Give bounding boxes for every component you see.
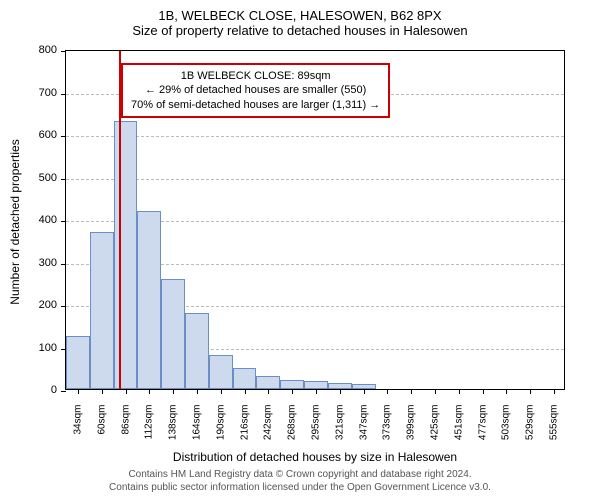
xtick-label: 86sqm [120,405,131,455]
xtick-mark [292,389,293,394]
xtick-mark [364,389,365,394]
page-subtitle: Size of property relative to detached ho… [0,23,600,38]
xtick-label: 242sqm [263,405,274,455]
xtick-label: 190sqm [215,405,226,455]
footer: Contains HM Land Registry data © Crown c… [0,468,600,494]
histogram-bar [185,313,209,390]
ytick-mark [61,391,66,392]
ytick-label: 0 [17,384,57,396]
histogram-bar [233,368,257,389]
annotation-line: 1B WELBECK CLOSE: 89sqm [131,69,380,83]
ytick-label: 400 [17,214,57,226]
histogram-bar [66,336,90,389]
ytick-mark [61,179,66,180]
xtick-label: 295sqm [311,405,322,455]
xtick-mark [554,389,555,394]
ytick-mark [61,264,66,265]
xtick-mark [340,389,341,394]
histogram-bar [90,232,114,389]
xtick-label: 425sqm [430,405,441,455]
histogram-bar [209,355,233,389]
ytick-mark [61,94,66,95]
ytick-label: 500 [17,172,57,184]
ytick-mark [61,51,66,52]
xtick-label: 503sqm [501,405,512,455]
annotation-line: 70% of semi-detached houses are larger (… [131,98,380,112]
chart-container: 34sqm60sqm86sqm112sqm138sqm164sqm190sqm2… [65,50,565,390]
xtick-mark [245,389,246,394]
xtick-mark [173,389,174,394]
xtick-label: 164sqm [191,405,202,455]
xtick-label: 347sqm [358,405,369,455]
histogram-bar [137,211,161,390]
ytick-mark [61,221,66,222]
xtick-mark [483,389,484,394]
xtick-mark [126,389,127,394]
gridline [66,136,564,137]
xtick-label: 477sqm [477,405,488,455]
xtick-label: 555sqm [549,405,560,455]
header: 1B, WELBECK CLOSE, HALESOWEN, B62 8PX Si… [0,0,600,38]
histogram-bar [256,376,280,389]
xtick-label: 321sqm [334,405,345,455]
gridline [66,179,564,180]
footer-line-1: Contains HM Land Registry data © Crown c… [0,468,600,481]
ytick-label: 300 [17,257,57,269]
xtick-mark [387,389,388,394]
xtick-mark [411,389,412,394]
annotation-box: 1B WELBECK CLOSE: 89sqm← 29% of detached… [121,63,390,118]
xtick-mark [78,389,79,394]
xtick-mark [435,389,436,394]
histogram-bar [161,279,185,390]
x-axis-title: Distribution of detached houses by size … [65,450,565,464]
ytick-label: 600 [17,129,57,141]
histogram-bar [304,381,328,389]
xtick-label: 216sqm [239,405,250,455]
xtick-label: 399sqm [406,405,417,455]
xtick-mark [530,389,531,394]
xtick-mark [268,389,269,394]
xtick-label: 529sqm [525,405,536,455]
xtick-label: 34sqm [72,405,83,455]
footer-line-2: Contains public sector information licen… [0,481,600,494]
page-title: 1B, WELBECK CLOSE, HALESOWEN, B62 8PX [0,8,600,23]
xtick-mark [149,389,150,394]
xtick-label: 451sqm [453,405,464,455]
plot-region: 34sqm60sqm86sqm112sqm138sqm164sqm190sqm2… [65,50,565,390]
xtick-mark [102,389,103,394]
xtick-mark [197,389,198,394]
xtick-mark [221,389,222,394]
ytick-label: 800 [17,44,57,56]
xtick-label: 373sqm [382,405,393,455]
xtick-label: 60sqm [96,405,107,455]
ytick-mark [61,136,66,137]
annotation-line: ← 29% of detached houses are smaller (55… [131,83,380,97]
histogram-bar [114,121,138,389]
histogram-bar [280,380,304,389]
xtick-mark [316,389,317,394]
ytick-label: 100 [17,342,57,354]
ytick-mark [61,306,66,307]
xtick-mark [506,389,507,394]
xtick-label: 138sqm [168,405,179,455]
xtick-label: 112sqm [144,405,155,455]
ytick-label: 200 [17,299,57,311]
ytick-label: 700 [17,87,57,99]
xtick-label: 268sqm [287,405,298,455]
xtick-mark [459,389,460,394]
